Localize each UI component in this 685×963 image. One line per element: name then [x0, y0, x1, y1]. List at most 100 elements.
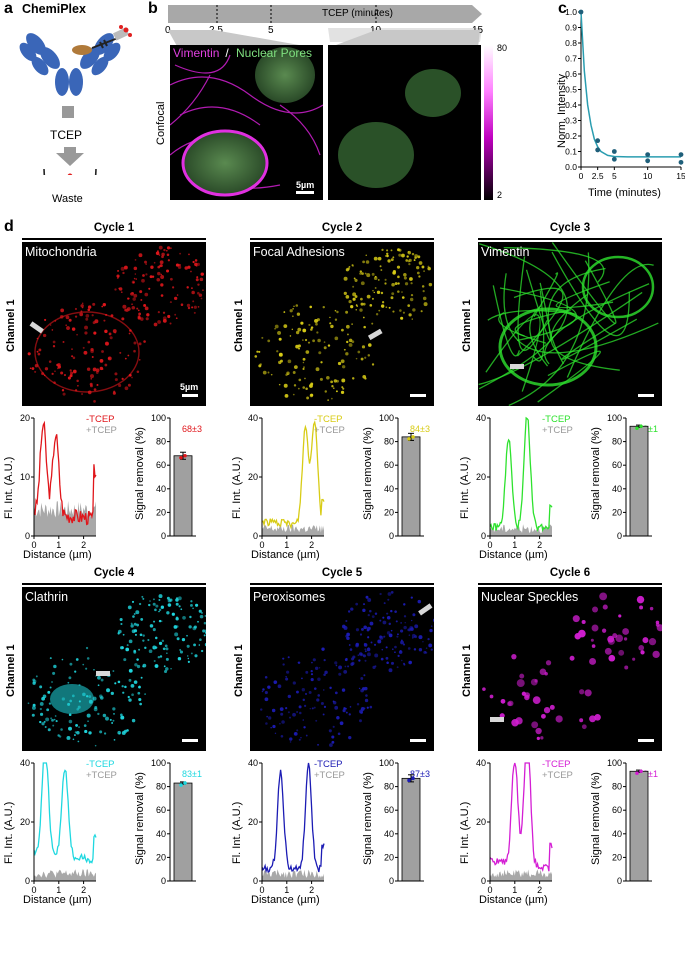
bar-ytick: 0	[617, 876, 622, 886]
lineprofile-ylabel: Fl. Int. (A.U.)	[3, 801, 15, 864]
lineprofile-chart: 0 20 40 0 1 2	[248, 414, 325, 550]
confocal-image-before	[170, 45, 323, 200]
bar-ylabel: Signal removal (%)	[134, 772, 146, 865]
structure-name: Vimentin	[481, 245, 530, 259]
lineprofile-legend-plus: +TCEP	[542, 425, 573, 436]
decay-point	[578, 9, 584, 15]
replicate-point	[407, 778, 411, 783]
tcep-plus-trace	[490, 869, 552, 881]
bar-ytick: 0	[161, 876, 166, 886]
lineprofile-ytick: 0	[253, 876, 258, 886]
bar-ylabel: Signal removal (%)	[590, 772, 602, 865]
panel-d-label: d	[4, 218, 14, 235]
tcep-minus-trace	[261, 762, 325, 874]
tcep-plus-trace	[262, 869, 324, 881]
decay-chart: 0.0 0.1 0.2 0.3 0.4 0.5 0.6 0.7 0.8 0.9 1.0 0 2.5 5 10…	[565, 7, 685, 181]
structure-name: Nuclear Speckles	[481, 590, 579, 604]
signal-removal-bar	[401, 777, 421, 882]
bar-ylabel: Signal removal (%)	[362, 772, 374, 865]
decay-point	[611, 149, 617, 154]
decay-point	[678, 159, 684, 165]
signal-removal-chart: 0 20 40 60 80 100	[151, 759, 196, 886]
tcep-minus-trace	[489, 416, 553, 533]
decay-xtick: 0	[579, 171, 584, 181]
lineprofile-xtick: 1	[512, 885, 517, 895]
bar-ytick: 40	[384, 829, 394, 839]
bar-ytick: 100	[607, 759, 622, 768]
lineprofile-ytick: 20	[20, 414, 30, 423]
signal-removal-chart: 0 20 40 60 80 100	[151, 414, 196, 541]
lineprofile-legend-minus: -TCEP	[542, 414, 571, 425]
chemiplex-title: ChemiPlex	[22, 2, 86, 16]
lineprofile-ylabel: Fl. Int. (A.U.)	[231, 801, 243, 864]
decay-point	[645, 158, 651, 164]
bar-ytick: 60	[156, 460, 166, 470]
lineprofile-ytick: 20	[248, 472, 258, 482]
lineprofile-xlabel: Distance (µm)	[479, 894, 548, 906]
bar-ytick: 40	[384, 484, 394, 494]
decay-ytick: 0.6	[565, 69, 577, 79]
bar-ytick: 20	[156, 852, 166, 862]
lineprofile-xlabel: Distance (µm)	[23, 894, 92, 906]
lineprofile-ytick: 20	[248, 817, 258, 827]
bar-ylabel: Signal removal (%)	[362, 427, 374, 520]
replicate-point	[183, 781, 187, 785]
bar-ytick: 0	[389, 531, 394, 541]
bar-ytick: 80	[384, 782, 394, 792]
bar-value-label: 87±3	[410, 769, 430, 779]
decay-point	[645, 152, 651, 158]
lineprofile-ytick: 0	[481, 876, 486, 886]
replicate-point	[411, 435, 415, 439]
panel-c-label: c	[558, 0, 567, 17]
chemiplex-schematic	[19, 25, 132, 175]
bar-value-label: 83±1	[182, 769, 202, 779]
zoom-wedge	[168, 30, 480, 48]
lineprofile-ytick: 0	[25, 531, 30, 541]
lineprofile-ylabel: Fl. Int. (A.U.)	[3, 456, 15, 519]
decay-ytick: 0.7	[565, 54, 577, 64]
lineprofile-ylabel: Fl. Int. (A.U.)	[459, 801, 471, 864]
scalebar-d-text: 5µm	[180, 382, 199, 392]
legend-separator: /	[222, 46, 233, 60]
bar-ytick: 0	[389, 876, 394, 886]
decay-point	[678, 152, 684, 158]
decay-ytick: 0.8	[565, 38, 577, 48]
lineprofile-ytick: 40	[20, 759, 30, 768]
lineprofile-ytick: 20	[476, 817, 486, 827]
bar-ytick: 60	[384, 805, 394, 815]
bar-ytick: 60	[156, 805, 166, 815]
lineprofile-chart: 0 10 20 0 1 2	[20, 414, 97, 550]
bar-ytick: 100	[151, 414, 166, 423]
cycle-title: Cycle 2	[321, 222, 363, 234]
lineprofile-legend-minus: -TCEP	[542, 759, 571, 770]
lineprofile-xtick: 1	[56, 885, 61, 895]
scalebar-d	[638, 739, 654, 742]
lineprofile-xtick: 2	[309, 540, 314, 550]
lineprofile-xtick: 0	[31, 885, 36, 895]
scalebar-b-text: 5µm	[296, 180, 315, 190]
bar-ytick: 40	[612, 484, 622, 494]
lineprofile-xtick: 1	[284, 540, 289, 550]
cycle-image	[22, 242, 206, 406]
signal-removal-bar	[629, 425, 649, 537]
channel-label: Channel 1	[233, 299, 245, 352]
lineprofile-xtick: 2	[81, 885, 86, 895]
scalebar-d	[410, 394, 426, 397]
replicate-point	[407, 437, 411, 441]
cycle-image	[478, 587, 662, 751]
cycle-rule	[478, 238, 662, 240]
bar-ytick: 60	[612, 805, 622, 815]
lineprofile-xtick: 2	[309, 885, 314, 895]
lineprofile-ylabel: Fl. Int. (A.U.)	[459, 456, 471, 519]
tcep-plus-trace	[34, 869, 96, 881]
colorbar	[484, 45, 493, 200]
scalebar-d	[638, 394, 654, 397]
lineprofile-legend-plus: +TCEP	[314, 425, 345, 436]
decay-ytick: 0.2	[565, 131, 577, 141]
bar-ytick: 80	[612, 437, 622, 447]
lineprofile-ytick: 40	[476, 414, 486, 423]
bar-value-label: 68±3	[182, 424, 202, 434]
lineprofile-legend-minus: -TCEP	[86, 414, 115, 425]
lineprofile-xlabel: Distance (µm)	[479, 549, 548, 561]
lineprofile-xtick: 2	[81, 540, 86, 550]
